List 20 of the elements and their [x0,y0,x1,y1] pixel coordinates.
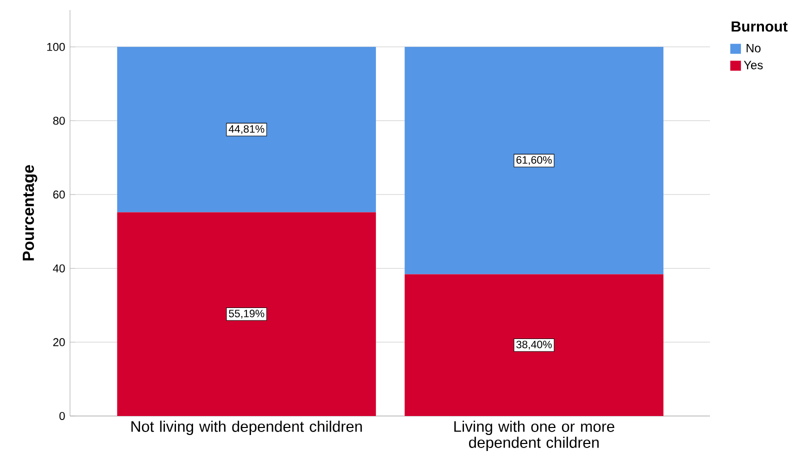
x-tick-label: Not living with dependent children [131,420,362,435]
y-tick-label: 0 [59,412,65,420]
y-tick-label: 20 [53,338,65,346]
y-tick-label: 60 [53,190,65,199]
legend-title: Burnout [732,21,788,32]
data-label: 61,60% [516,156,552,165]
y-tick-label: 100 [47,42,65,51]
y-tick-label: 80 [53,116,65,125]
data-label: 38,40% [516,340,552,350]
y-axis-title: Pourcentage [22,165,38,260]
legend-label: Yes [744,60,763,70]
bar [117,212,376,416]
legend-label: No [746,44,761,52]
x-tick-label: Living with one or more dependent children [454,420,614,451]
y-tick-label: 40 [52,264,65,272]
bar [404,46,664,274]
data-label: 44,81% [228,125,264,134]
bar [117,46,376,212]
data-label: 55,19% [228,310,264,319]
bar [404,274,664,416]
